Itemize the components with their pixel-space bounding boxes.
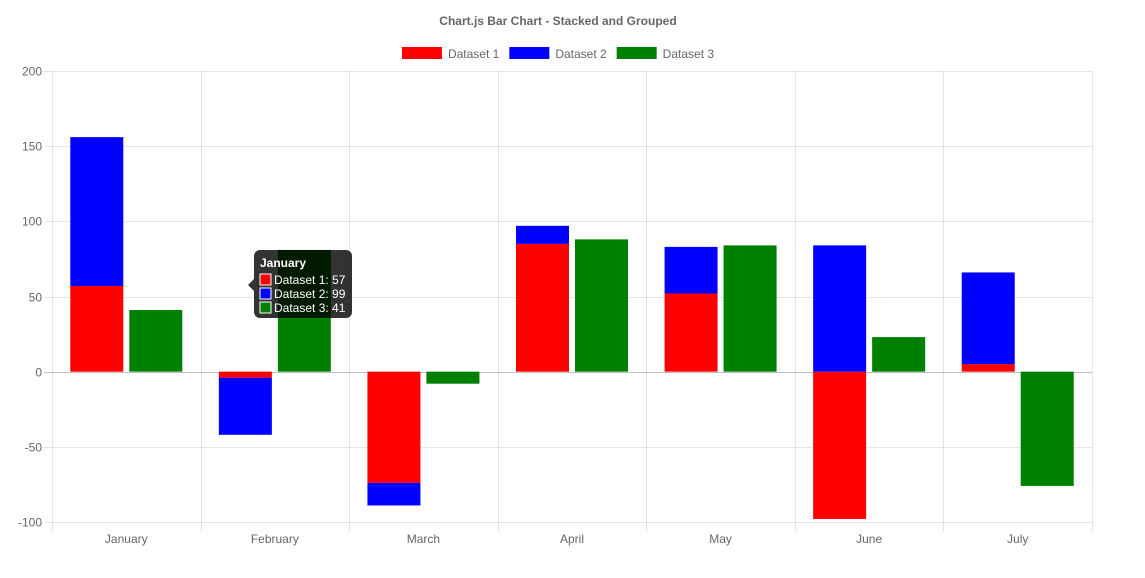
y-tick-label: 0 (35, 366, 42, 380)
legend-swatch[interactable] (509, 47, 550, 59)
y-tick-label: -50 (25, 441, 43, 455)
legend[interactable]: Dataset 1 Dataset 2 Dataset 3 (401, 47, 715, 61)
y-tick-label: 100 (22, 215, 42, 229)
bar-dataset-1-february[interactable] (218, 371, 272, 378)
bar-dataset-1-july[interactable] (961, 364, 1015, 372)
bars[interactable] (70, 137, 1074, 519)
chart-title: Chart.js Bar Chart - Stacked and Grouped (439, 14, 676, 28)
legend-label[interactable]: Dataset 2 (555, 47, 607, 61)
x-tick-label: May (709, 532, 732, 546)
legend-label[interactable]: Dataset 3 (663, 47, 715, 61)
bar-dataset-3-july[interactable] (1020, 371, 1074, 486)
y-tick-label: 150 (22, 140, 42, 154)
x-tick-label: February (251, 532, 299, 546)
bar-dataset-3-january[interactable] (129, 310, 183, 372)
bar-dataset-2-march[interactable] (367, 482, 421, 506)
y-tick-label: 50 (29, 291, 43, 305)
tooltip-line: Dataset 2: 99 (274, 287, 346, 301)
bar-dataset-1-january[interactable] (70, 285, 124, 372)
bar-dataset-3-june[interactable] (872, 337, 926, 372)
tooltip-caret (248, 279, 254, 291)
grid-lines (44, 71, 1093, 532)
tooltip-box (254, 250, 352, 318)
bar-dataset-2-february[interactable] (218, 377, 272, 435)
y-tick-label: -100 (18, 516, 42, 530)
bar-dataset-2-april[interactable] (516, 225, 569, 244)
bar-dataset-3-march[interactable] (426, 371, 480, 384)
x-tick-label: April (560, 532, 584, 546)
x-tick-label: March (407, 532, 440, 546)
bar-dataset-2-january[interactable] (70, 137, 124, 286)
x-tick-label: July (1007, 532, 1028, 546)
bar-dataset-3-april[interactable] (575, 239, 628, 372)
y-tick-label: 200 (22, 65, 42, 79)
x-tick-label: June (856, 532, 882, 546)
bar-dataset-2-july[interactable] (961, 272, 1015, 365)
bar-dataset-1-june[interactable] (813, 371, 867, 519)
tooltip-swatch (259, 287, 272, 300)
tooltip-title: January (260, 256, 306, 270)
bar-dataset-3-may[interactable] (723, 245, 777, 372)
legend-swatch[interactable] (616, 47, 657, 59)
axes: 200 150 100 50 0 -50 -100 January February March A… (18, 65, 1028, 547)
tooltip-line: Dataset 1: 57 (274, 273, 346, 287)
bar-dataset-1-march[interactable] (367, 371, 421, 483)
bar-dataset-2-may[interactable] (664, 246, 718, 294)
x-tick-label: January (105, 532, 148, 546)
bar-dataset-1-may[interactable] (664, 293, 718, 372)
legend-label[interactable]: Dataset 1 (448, 47, 500, 61)
bar-dataset-2-june[interactable] (813, 245, 867, 372)
legend-swatch[interactable] (401, 47, 442, 59)
tooltip-swatch (259, 301, 272, 314)
bar-dataset-1-april[interactable] (516, 243, 569, 372)
tooltip-line: Dataset 3: 41 (274, 301, 346, 315)
tooltip-swatch (259, 273, 272, 286)
